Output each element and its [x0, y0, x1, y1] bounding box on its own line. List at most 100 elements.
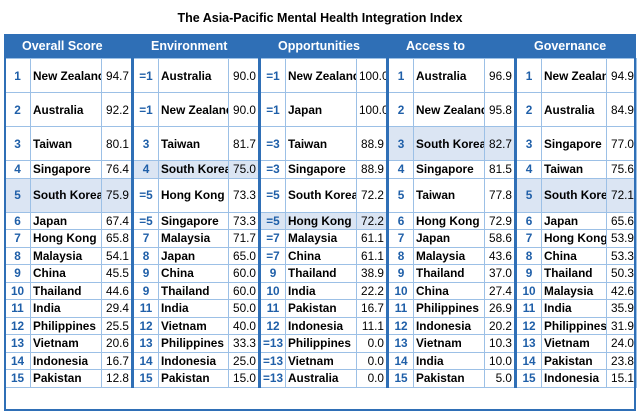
rank-cell: 7 — [131, 229, 159, 248]
score-cell: 90.0 — [228, 58, 260, 93]
score-cell: 84.9 — [606, 92, 637, 127]
rank-cell: 6 — [4, 211, 31, 230]
rank-cell: 1 — [4, 58, 31, 93]
table-row: 5 South Korea 75.9 =5 Hong Kong 73.3 =5 South K… — [4, 177, 637, 213]
score-cell: 0.0 — [356, 334, 388, 353]
table-row: 6 Japan 67.4 =5 Singapore 73.3 =5 Hong Kong 72.2… — [4, 211, 637, 230]
country-cell: Japan — [413, 229, 485, 248]
country-cell: India — [413, 351, 485, 370]
score-cell: 27.4 — [484, 281, 516, 300]
table-row: 10 Thailand 44.6 9 Thailand 60.0 10 India 22.2 10… — [4, 281, 637, 300]
score-cell: 20.6 — [101, 334, 133, 353]
rank-cell: 4 — [131, 160, 159, 179]
country-cell: Thailand — [30, 281, 102, 300]
country-cell: Taiwan — [30, 126, 102, 161]
country-cell: Thailand — [158, 281, 229, 300]
table-row: 13 Vietnam 20.6 13 Philippines 33.3 =13 Philipp… — [4, 334, 637, 353]
score-cell: 24.0 — [606, 334, 637, 353]
score-cell: 0.0 — [356, 369, 388, 388]
rank-cell: 9 — [386, 264, 414, 283]
rank-cell: 3 — [131, 126, 159, 161]
country-cell: Japan — [30, 211, 102, 230]
rank-cell: 10 — [514, 281, 542, 300]
country-cell: Singapore — [158, 211, 229, 230]
rank-cell: =13 — [258, 351, 286, 370]
rank-cell: 1 — [514, 58, 542, 93]
country-cell: Singapore — [30, 160, 102, 179]
score-cell: 33.3 — [228, 334, 260, 353]
rank-cell: 11 — [131, 299, 159, 318]
score-cell: 16.7 — [356, 299, 388, 318]
country-cell: Singapore — [541, 126, 607, 161]
rank-cell: 12 — [4, 316, 31, 335]
score-cell: 58.6 — [484, 229, 516, 248]
country-cell: Pakistan — [30, 369, 102, 388]
rank-cell: 14 — [386, 351, 414, 370]
score-cell: 25.5 — [101, 316, 133, 335]
rank-cell: 9 — [514, 264, 542, 283]
country-cell: South Korea — [413, 126, 485, 161]
country-cell: Vietnam — [413, 334, 485, 353]
rank-cell: 12 — [258, 316, 286, 335]
score-cell: 73.3 — [228, 177, 260, 213]
score-cell: 50.0 — [228, 299, 260, 318]
country-cell: Malaysia — [541, 281, 607, 300]
rank-cell: 8 — [4, 246, 31, 265]
country-cell: New Zealand — [541, 58, 607, 93]
country-cell: Indonesia — [158, 351, 229, 370]
score-cell: 88.9 — [356, 160, 388, 179]
rank-cell: =1 — [258, 58, 286, 93]
country-cell: Indonesia — [285, 316, 357, 335]
country-cell: Pakistan — [285, 299, 357, 318]
score-cell: 72.2 — [356, 211, 388, 230]
country-cell: Philippines — [158, 334, 229, 353]
score-cell: 65.0 — [228, 246, 260, 265]
country-cell: Pakistan — [541, 351, 607, 370]
rank-cell: 14 — [514, 351, 542, 370]
rank-cell: 8 — [386, 246, 414, 265]
rank-cell: 5 — [4, 177, 31, 213]
country-cell: Philippines — [285, 334, 357, 353]
country-cell: India — [541, 299, 607, 318]
score-cell: 96.9 — [484, 58, 516, 93]
country-cell: Japan — [158, 246, 229, 265]
score-cell: 15.1 — [606, 369, 637, 388]
score-cell: 77.8 — [484, 177, 516, 213]
country-cell: Hong Kong — [285, 211, 357, 230]
score-cell: 60.0 — [228, 281, 260, 300]
column-header-environment: Environment — [151, 39, 228, 53]
table-row: 12 Philippines 25.5 12 Vietnam 40.0 12 Indonesi… — [4, 316, 637, 335]
country-cell: Singapore — [413, 160, 485, 179]
rank-cell: 11 — [386, 299, 414, 318]
country-cell: Australia — [285, 369, 357, 388]
score-cell: 72.9 — [484, 211, 516, 230]
score-cell: 75.9 — [101, 177, 133, 213]
country-cell: Indonesia — [413, 316, 485, 335]
score-cell: 10.3 — [484, 334, 516, 353]
country-cell: Malaysia — [413, 246, 485, 265]
score-cell: 53.9 — [606, 229, 637, 248]
score-cell: 22.2 — [356, 281, 388, 300]
rank-cell: =5 — [131, 211, 159, 230]
rank-cell: 15 — [514, 369, 542, 388]
table-row: 1 New Zealand 94.7 =1 Australia 90.0 =1 New Zea… — [4, 58, 637, 93]
score-cell: 100.0 — [356, 92, 388, 127]
rank-cell: 6 — [386, 211, 414, 230]
rank-cell: 7 — [4, 229, 31, 248]
country-cell: Pakistan — [158, 369, 229, 388]
score-cell: 65.8 — [101, 229, 133, 248]
country-cell: Malaysia — [285, 229, 357, 248]
country-cell: Thailand — [285, 264, 357, 283]
country-cell: India — [30, 299, 102, 318]
score-cell: 12.8 — [101, 369, 133, 388]
country-cell: Australia — [541, 92, 607, 127]
rank-cell: 2 — [514, 92, 542, 127]
country-cell: China — [285, 246, 357, 265]
country-cell: India — [285, 281, 357, 300]
rank-cell: 14 — [4, 351, 31, 370]
rank-cell: 10 — [4, 281, 31, 300]
country-cell: South Korea — [285, 177, 357, 213]
rank-cell: 13 — [4, 334, 31, 353]
country-cell: China — [158, 264, 229, 283]
country-cell: New Zealand — [30, 58, 102, 93]
